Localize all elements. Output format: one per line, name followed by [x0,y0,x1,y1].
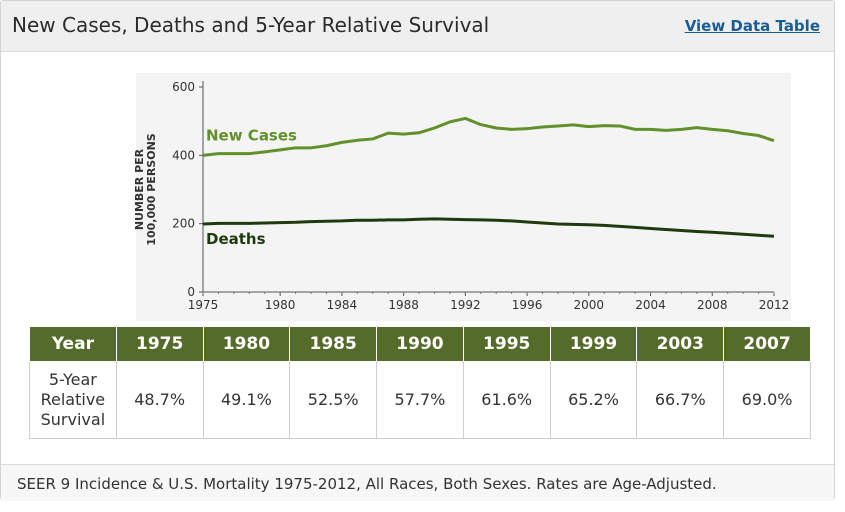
series-line-new-cases [202,116,775,157]
line-chart: 0 200 400 600 1975 1980 1984 1988 1992 1996 2000 20… [133,73,791,321]
survival-table-header-row: Year 1975 1980 1985 1990 1995 1999 2003 2007 [29,326,811,362]
panel-footer: SEER 9 Incidence & U.S. Mortality 1975-2… [1,464,834,501]
plot-background [136,73,791,321]
x-tick-label: 1996 [512,298,543,312]
y-axis-label-line2: 100,000 PERSONS [145,133,158,245]
survival-value-1995: 61.6% [462,361,551,439]
y-axis-label-line1: NUMBER PER [133,148,146,230]
year-header-1980: 1980 [202,326,291,362]
x-tick-label: 1992 [450,298,481,312]
chart-panel: New Cases, Deaths and 5-Year Relative Su… [0,0,835,501]
survival-value-1990: 57.7% [376,361,464,439]
panel-header: New Cases, Deaths and 5-Year Relative Su… [1,1,834,52]
survival-value-1975: 48.7% [115,361,204,439]
year-header-1995: 1995 [462,326,551,362]
survival-value-2007: 69.0% [723,361,811,439]
x-tick-label: 2008 [697,298,728,312]
footnote: SEER 9 Incidence & U.S. Mortality 1975-2… [17,475,717,493]
survival-row-label: 5-Year Relative Survival [29,361,117,439]
y-tick-label: 600 [172,80,195,94]
year-header-2007: 2007 [723,326,811,362]
series-line-deaths [202,217,775,238]
survival-value-1999: 65.2% [549,361,638,439]
x-tick-label: 1980 [265,298,296,312]
series-label-deaths: Deaths [206,230,266,248]
x-tick-label: 2000 [574,298,605,312]
x-tick-label: 1988 [388,298,419,312]
survival-table-row: 5-Year Relative Survival 48.7% 49.1% 52.5%… [29,361,811,439]
chart-title: New Cases, Deaths and 5-Year Relative Su… [12,13,490,37]
survival-value-2003: 66.7% [636,361,725,439]
y-tick-label: 400 [172,148,195,162]
year-column-header: Year [29,326,117,362]
year-header-2003: 2003 [636,326,725,362]
x-tick-label: 2004 [635,298,666,312]
year-header-1999: 1999 [549,326,638,362]
series-label-new-cases: New Cases [206,126,297,144]
survival-table: Year 1975 1980 1985 1990 1995 1999 2003 2007 5-… [29,326,811,439]
y-tick-label: 0 [187,285,195,299]
y-tick-label: 200 [172,217,195,231]
x-tick-label: 1984 [327,298,358,312]
year-header-1990: 1990 [376,326,464,362]
x-tick-label: 2012 [759,298,790,312]
x-tick-label: 1975 [188,298,219,312]
year-header-1975: 1975 [115,326,204,362]
survival-value-1980: 49.1% [202,361,291,439]
view-data-table-link[interactable]: View Data Table [684,17,820,35]
year-header-1985: 1985 [289,326,378,362]
survival-value-1985: 52.5% [289,361,378,439]
